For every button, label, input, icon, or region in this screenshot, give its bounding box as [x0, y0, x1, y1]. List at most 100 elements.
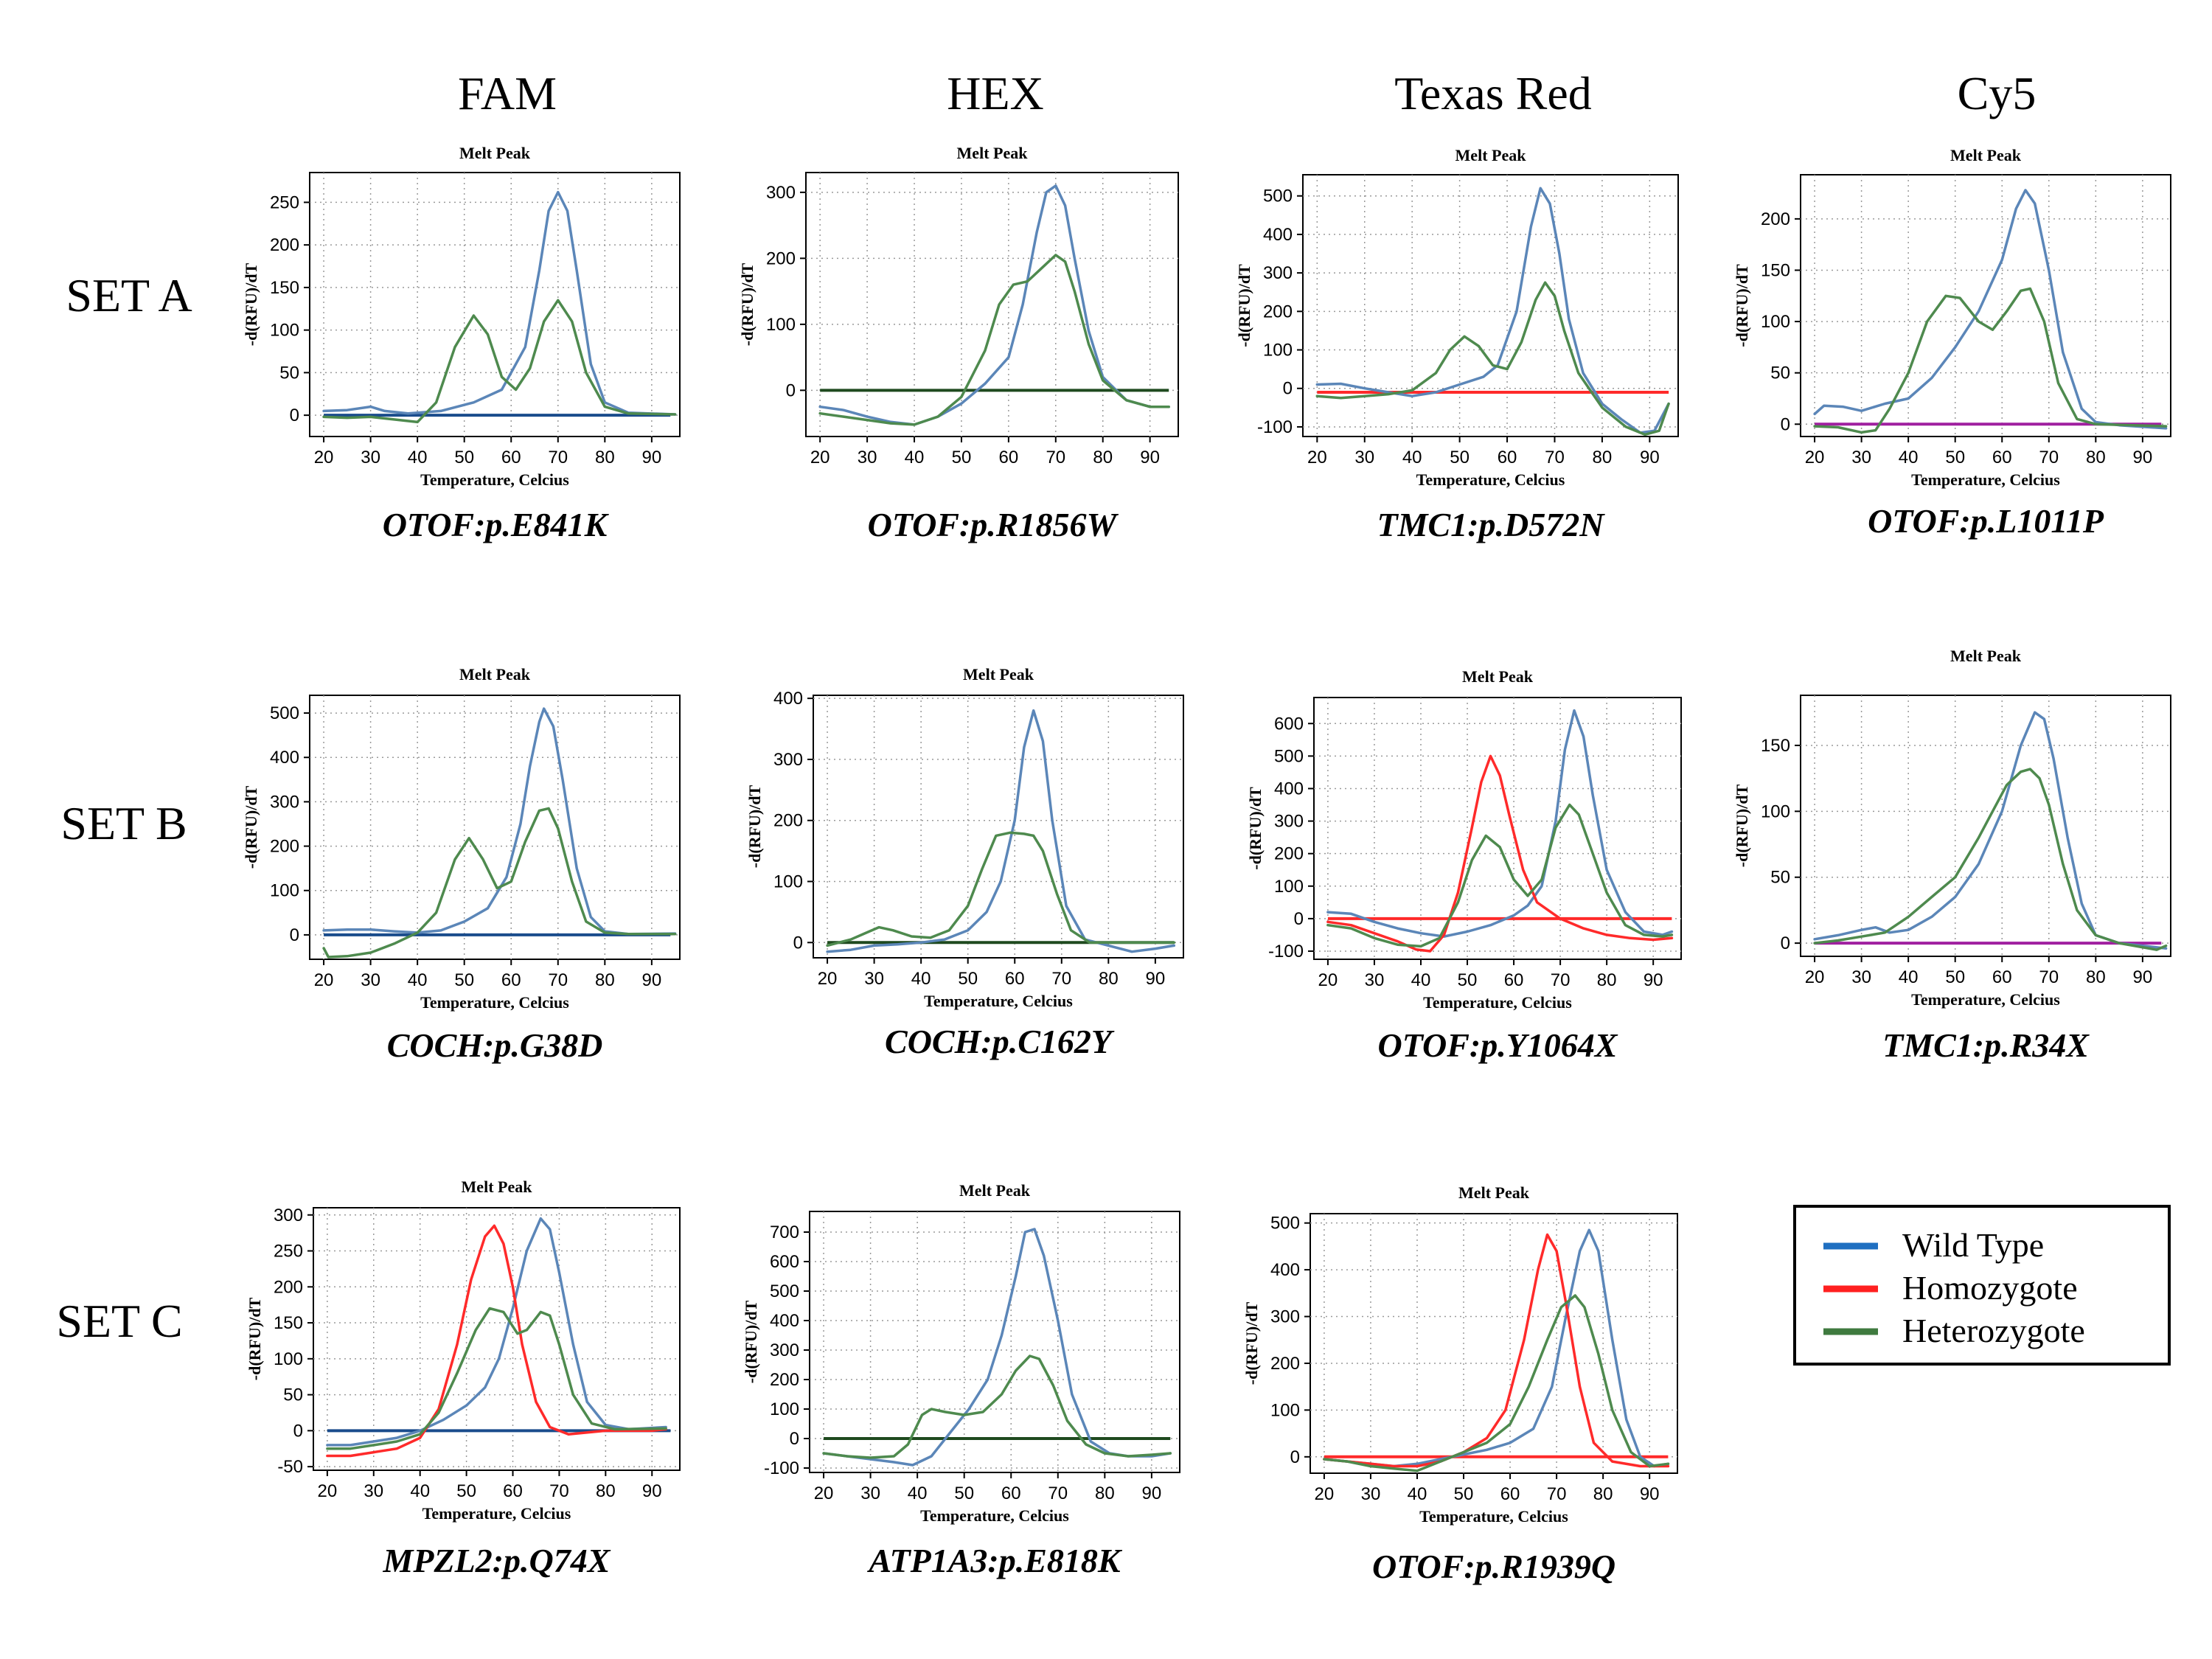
x-tick-label: 60 — [1992, 967, 2012, 987]
y-tick-label: 400 — [1274, 779, 1304, 799]
x-tick-label: 20 — [1805, 967, 1825, 987]
x-tick-label: 50 — [952, 448, 972, 467]
chart-panel-otof-p-r1856w: 20 30 40 50 60 70 80 90 0 100 200 300 Melt Peak -d(RF… — [738, 144, 1179, 543]
x-tick-label: 70 — [2039, 967, 2059, 987]
y-tick-label: 50 — [283, 1385, 303, 1405]
panel-title: Melt Peak — [957, 144, 1029, 162]
x-tick-label: 80 — [1099, 969, 1119, 989]
series-line-wild-type — [1813, 189, 2168, 430]
y-tick-label: 200 — [773, 811, 803, 831]
panel-title: Melt Peak — [1462, 667, 1534, 686]
plot-area — [809, 1211, 1180, 1473]
x-tick-label: 40 — [1402, 448, 1422, 467]
series-line-heterozygote — [322, 299, 677, 424]
y-tick-label: 600 — [770, 1252, 799, 1272]
x-tick-label: 70 — [2039, 448, 2059, 467]
x-tick-label: 30 — [361, 970, 380, 990]
y-tick-label: 250 — [270, 192, 299, 212]
x-tick-label: 60 — [1992, 448, 2012, 467]
x-tick-label: 20 — [1307, 448, 1327, 467]
series-line-wild-type — [1813, 711, 2168, 950]
x-tick-label: 20 — [1805, 448, 1825, 467]
variant-label: OTOF:p.Y1064X — [1378, 1026, 1618, 1064]
y-tick-label: 100 — [1270, 1400, 1300, 1420]
y-axis-title: -d(RFU)/dT — [1235, 264, 1253, 347]
y-tick-label: 300 — [270, 792, 299, 812]
y-tick-label: 300 — [773, 750, 803, 770]
x-tick-label: 70 — [549, 1481, 569, 1501]
y-tick-label: 100 — [270, 881, 299, 901]
plot-area — [309, 695, 681, 960]
panel-title: Melt Peak — [1950, 146, 2022, 164]
panel-title: Melt Peak — [1950, 647, 2022, 665]
y-tick-label: 100 — [274, 1349, 303, 1369]
x-tick-label: 90 — [642, 970, 662, 990]
series-line-wild-type — [326, 1217, 667, 1447]
y-axis-title: -d(RFU)/dT — [242, 262, 260, 346]
x-tick-label: 30 — [860, 1484, 880, 1503]
x-tick-label: 20 — [1315, 1484, 1335, 1504]
y-axis-title: -d(RFU)/dT — [1242, 1301, 1261, 1385]
y-tick-label: 150 — [274, 1313, 303, 1333]
x-tick-label: 50 — [1945, 448, 1965, 467]
y-tick-label: 200 — [1274, 844, 1304, 864]
legend: Wild Type Homozygote Heterozygote — [1793, 1205, 2171, 1366]
x-tick-label: 80 — [1095, 1484, 1115, 1503]
series-line-wild-type — [826, 709, 1176, 953]
x-tick-label: 50 — [454, 970, 474, 990]
y-tick-label: 0 — [1290, 1447, 1300, 1467]
series-line-heterozygote — [322, 807, 677, 959]
plot-area — [1310, 1213, 1678, 1474]
x-tick-label: 70 — [1551, 970, 1571, 990]
y-tick-label: 150 — [1761, 260, 1790, 280]
series-line-heterozygote — [818, 254, 1170, 426]
y-tick-label: 100 — [766, 315, 796, 335]
y-tick-label: 200 — [1761, 209, 1790, 229]
chart-panel-coch-p-c162y: 20 30 40 50 60 70 80 90 0 100 200 300 400 Melt Peak -d… — [745, 665, 1184, 1060]
series-line-wild-type — [322, 707, 677, 936]
x-tick-label: 80 — [1093, 448, 1113, 467]
y-tick-label: 100 — [1274, 877, 1304, 897]
x-tick-label: 80 — [1593, 448, 1613, 467]
y-tick-label: 150 — [270, 278, 299, 298]
channel-title-fam: FAM — [458, 67, 557, 119]
y-tick-label: 300 — [766, 183, 796, 203]
x-tick-label: 70 — [1046, 448, 1065, 467]
x-tick-label: 40 — [1411, 970, 1431, 990]
x-tick-label: 30 — [1851, 448, 1871, 467]
y-tick-label: 100 — [1761, 801, 1790, 821]
y-tick-label: 300 — [1270, 1307, 1300, 1327]
x-axis-title: Temperature, Celcius — [1419, 1507, 1568, 1526]
x-tick-label: 40 — [1899, 448, 1919, 467]
panel-title: Melt Peak — [959, 1181, 1031, 1200]
x-tick-label: 40 — [905, 448, 925, 467]
panel-title: Melt Peak — [1458, 1183, 1530, 1202]
x-tick-label: 20 — [818, 969, 838, 989]
x-axis-title: Temperature, Celcius — [920, 1506, 1069, 1525]
legend-box — [1793, 1205, 2171, 1366]
series-line-homozygote — [1323, 1233, 1670, 1468]
x-tick-label: 20 — [314, 970, 334, 990]
x-tick-label: 60 — [501, 448, 521, 467]
x-tick-label: 70 — [548, 448, 568, 467]
x-tick-label: 40 — [408, 448, 428, 467]
series-line-heterozygote — [326, 1307, 667, 1450]
y-tick-label: 300 — [274, 1206, 303, 1225]
x-axis-title: Temperature, Celcius — [422, 1504, 571, 1523]
x-tick-label: 90 — [1146, 969, 1166, 989]
legend-label-wild-type: Wild Type — [1902, 1226, 2044, 1264]
x-tick-label: 30 — [364, 1481, 383, 1501]
y-axis-title: -d(RFU)/dT — [246, 1297, 264, 1380]
plot-area — [813, 695, 1184, 959]
y-tick-label: 0 — [1283, 379, 1293, 399]
series-line-wild-type — [1326, 709, 1674, 938]
x-tick-label: 30 — [864, 969, 884, 989]
y-axis-title: -d(RFU)/dT — [745, 785, 764, 868]
x-axis-title: Temperature, Celcius — [1423, 993, 1572, 1012]
x-tick-label: 50 — [1454, 1484, 1474, 1504]
y-tick-label: 50 — [1770, 364, 1790, 383]
variant-label: TMC1:p.R34X — [1882, 1026, 2090, 1064]
variant-label: COCH:p.C162Y — [885, 1023, 1115, 1060]
x-tick-label: 30 — [1851, 967, 1871, 987]
